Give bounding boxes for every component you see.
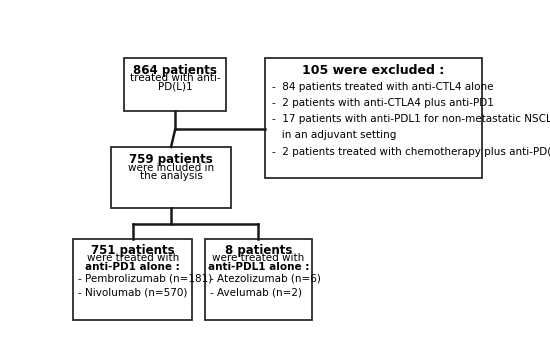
Text: 751 patients: 751 patients	[91, 244, 174, 257]
Text: anti-PD1 alone :: anti-PD1 alone :	[85, 262, 180, 272]
Text: PD(L)1: PD(L)1	[158, 82, 192, 92]
Text: 105 were excluded :: 105 were excluded :	[302, 64, 444, 77]
FancyBboxPatch shape	[265, 57, 482, 178]
Text: anti-PDL1 alone :: anti-PDL1 alone :	[208, 262, 309, 272]
Text: - Atezolizumab (n=6): - Atezolizumab (n=6)	[210, 273, 321, 283]
Text: were treated with: were treated with	[212, 253, 305, 263]
Text: the analysis: the analysis	[140, 171, 202, 181]
Text: 864 patients: 864 patients	[133, 64, 217, 77]
Text: in an adjuvant setting: in an adjuvant setting	[272, 130, 397, 140]
Text: were treated with: were treated with	[86, 253, 179, 263]
Text: -  2 patients with anti-CTLA4 plus anti-PD1: - 2 patients with anti-CTLA4 plus anti-P…	[272, 98, 494, 108]
FancyBboxPatch shape	[73, 239, 192, 320]
Text: - Pembrolizumab (n=181): - Pembrolizumab (n=181)	[78, 273, 212, 283]
Text: treated with anti-: treated with anti-	[130, 73, 221, 83]
Text: -  84 patients treated with anti-CTL4 alone: - 84 patients treated with anti-CTL4 alo…	[272, 82, 494, 92]
FancyBboxPatch shape	[205, 239, 312, 320]
Text: were included in: were included in	[128, 163, 214, 173]
Text: 8 patients: 8 patients	[225, 244, 292, 257]
FancyBboxPatch shape	[111, 147, 231, 208]
Text: -  17 patients with anti-PDL1 for non-metastatic NSCLC: - 17 patients with anti-PDL1 for non-met…	[272, 114, 550, 124]
Text: -  2 patients treated with chemotherapy plus anti-PD(L)1: - 2 patients treated with chemotherapy p…	[272, 147, 550, 157]
Text: - Nivolumab (n=570): - Nivolumab (n=570)	[78, 287, 188, 297]
Text: - Avelumab (n=2): - Avelumab (n=2)	[210, 287, 302, 297]
Text: 759 patients: 759 patients	[129, 153, 213, 166]
FancyBboxPatch shape	[124, 57, 227, 111]
